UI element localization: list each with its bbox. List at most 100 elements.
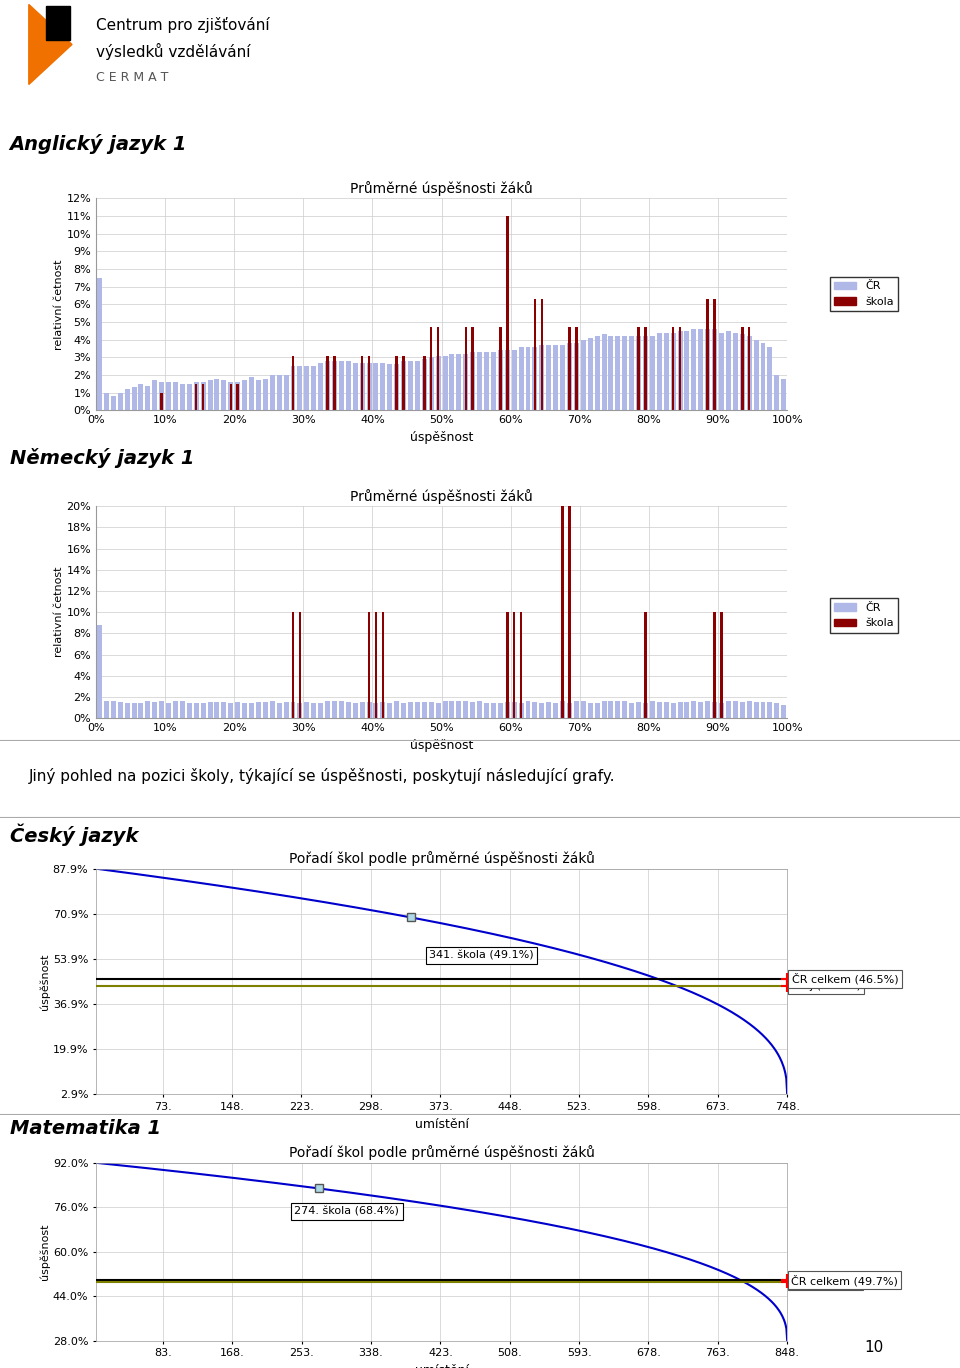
Bar [228, 382, 233, 410]
Bar [456, 354, 462, 410]
Bar [684, 331, 689, 410]
Bar [373, 703, 378, 718]
Bar [332, 700, 337, 718]
Bar [222, 380, 227, 410]
Bar [180, 384, 185, 410]
Bar [470, 702, 475, 718]
Bar [540, 300, 543, 410]
Bar [602, 334, 607, 410]
Bar [325, 361, 330, 410]
Bar [387, 703, 393, 718]
Bar [512, 350, 516, 410]
Text: výsledků vzdělávání: výsledků vzdělávání [96, 42, 251, 60]
Bar [118, 702, 123, 718]
Bar [423, 356, 425, 410]
Bar [678, 702, 683, 718]
Bar [201, 382, 205, 410]
Bar [207, 703, 212, 718]
Bar [644, 613, 647, 718]
Bar [339, 361, 344, 410]
Bar [110, 702, 116, 718]
Text: ČR celkem (49.7%): ČR celkem (49.7%) [791, 1275, 899, 1286]
Y-axis label: úspěšnost: úspěšnost [39, 953, 50, 1010]
Title: Pořadí škol podle průměrné úspěšnosti žáků: Pořadí škol podle průměrné úspěšnosti žá… [289, 851, 594, 866]
Bar [166, 703, 171, 718]
Bar [712, 330, 717, 410]
Bar [263, 702, 268, 718]
Bar [436, 703, 441, 718]
Bar [222, 702, 227, 718]
Bar [525, 702, 531, 718]
Bar [236, 384, 239, 410]
Bar [408, 702, 413, 718]
Bar [740, 702, 745, 718]
Bar [505, 350, 510, 410]
Bar [533, 702, 538, 718]
Bar [622, 337, 627, 410]
Bar [609, 337, 613, 410]
Bar [512, 702, 516, 718]
Bar [360, 702, 365, 718]
Bar [145, 700, 151, 718]
Bar [436, 356, 441, 410]
Bar [180, 702, 185, 718]
Bar [382, 613, 384, 718]
Title: Pořadí škol podle průměrné úspěšnosti žáků: Pořadí škol podle průměrné úspěšnosti žá… [289, 1145, 594, 1160]
Bar [207, 380, 212, 410]
Bar [110, 397, 116, 410]
Title: Průměrné úspěšnosti žáků: Průměrné úspěšnosti žáků [350, 181, 533, 196]
Bar [643, 337, 648, 410]
Bar [567, 703, 572, 718]
Bar [173, 382, 178, 410]
Bar [629, 703, 635, 718]
Bar [477, 700, 482, 718]
Bar [719, 703, 724, 718]
Bar [145, 386, 151, 410]
Bar [367, 363, 372, 410]
Bar [159, 382, 164, 410]
Bar [153, 702, 157, 718]
Bar [546, 345, 551, 410]
Bar [568, 506, 570, 718]
Bar [540, 703, 544, 718]
Bar [195, 384, 198, 410]
Bar [477, 352, 482, 410]
Bar [679, 327, 682, 410]
Bar [318, 703, 324, 718]
Bar [726, 331, 731, 410]
Bar [401, 361, 406, 410]
Bar [594, 337, 600, 410]
Bar [276, 375, 281, 410]
Bar [430, 327, 432, 410]
Bar [235, 702, 240, 718]
Bar [594, 703, 600, 718]
Bar [332, 361, 337, 410]
Bar [166, 382, 171, 410]
Bar [546, 702, 551, 718]
Bar [401, 703, 406, 718]
Bar [767, 347, 773, 410]
Bar [229, 384, 232, 410]
Bar [560, 345, 565, 410]
Bar [270, 702, 275, 718]
Bar [525, 347, 531, 410]
Bar [713, 300, 716, 410]
Bar [202, 384, 204, 410]
Bar [513, 613, 516, 718]
Bar [775, 703, 780, 718]
Bar [352, 703, 358, 718]
Bar [46, 7, 70, 40]
Bar [767, 702, 773, 718]
Bar [443, 356, 447, 410]
Bar [636, 702, 641, 718]
Bar [464, 354, 468, 410]
Bar [449, 354, 454, 410]
Bar [346, 361, 350, 410]
Bar [421, 360, 427, 410]
Bar [153, 380, 157, 410]
Text: kraj (43.7%): kraj (43.7%) [792, 981, 861, 990]
Bar [706, 330, 710, 410]
Bar [339, 702, 344, 718]
Bar [622, 702, 627, 718]
Y-axis label: relativní četnost: relativní četnost [54, 566, 63, 658]
